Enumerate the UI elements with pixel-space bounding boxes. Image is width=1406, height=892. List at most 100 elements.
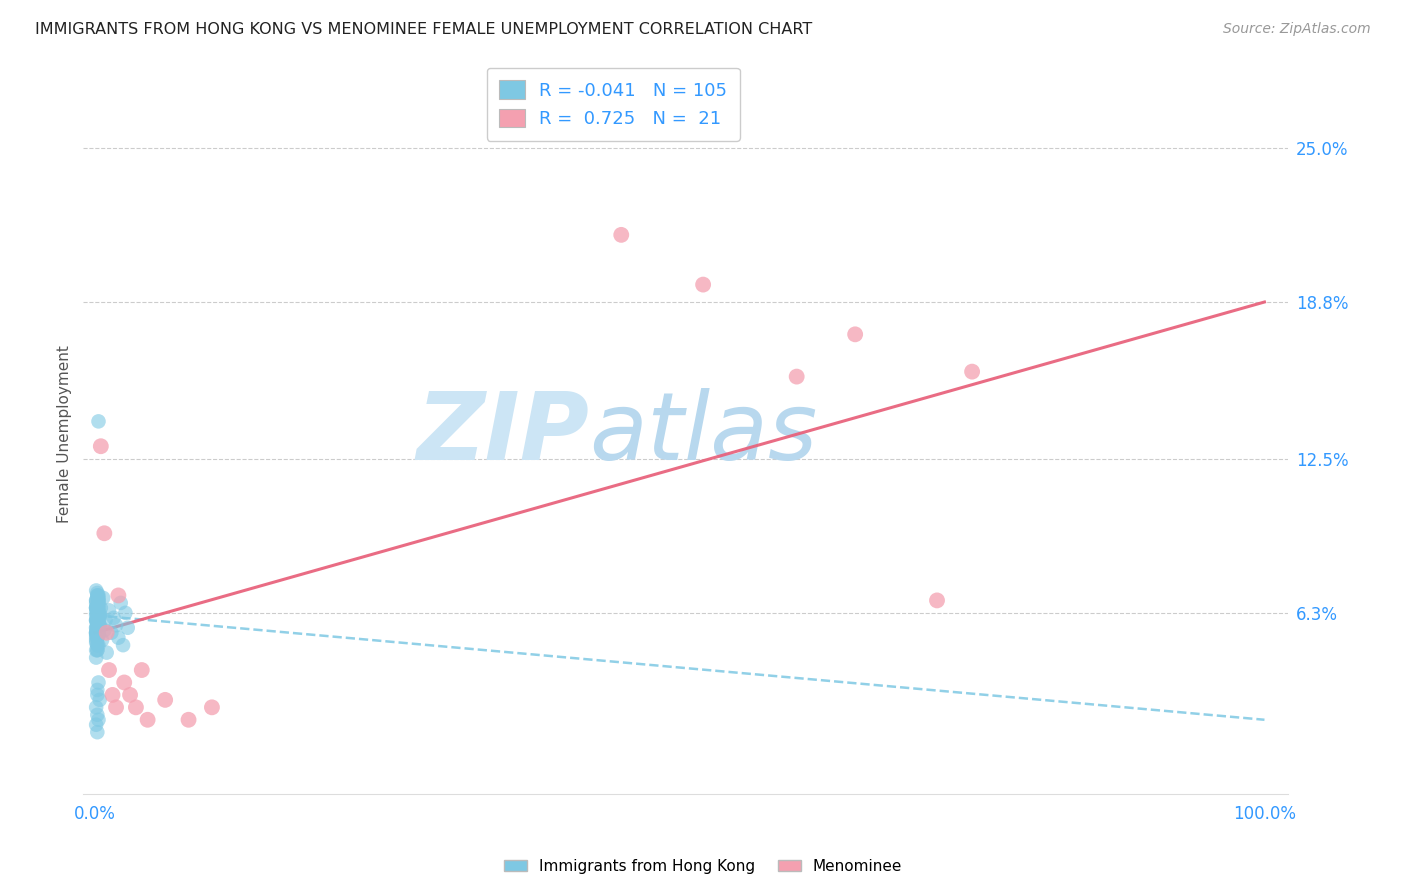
Text: ZIP: ZIP (416, 388, 589, 480)
Point (86, 613, 108, 627)
Point (84, 628, 107, 642)
Point (84, 613, 107, 627)
Point (86, 606, 108, 620)
Point (91, 591, 114, 605)
Point (87, 675, 110, 690)
Point (84, 583, 107, 598)
Point (136, 713, 159, 727)
Point (89, 611, 111, 625)
Point (86, 682, 108, 697)
Point (105, 700, 128, 714)
Point (86, 618, 108, 632)
Point (87, 618, 110, 632)
Text: Source: ZipAtlas.com: Source: ZipAtlas.com (1223, 22, 1371, 37)
Point (86, 628, 108, 642)
Point (84, 600, 107, 615)
Point (84, 596, 107, 610)
Point (86, 643, 108, 657)
Point (86, 643, 108, 657)
Point (86, 586, 108, 600)
Point (84, 643, 107, 657)
Point (84, 613, 107, 627)
Point (84, 621, 107, 635)
Point (84, 650, 107, 665)
Point (89, 618, 111, 632)
Point (86, 615, 108, 630)
Point (84, 608, 107, 623)
Point (86, 603, 108, 617)
Point (610, 227, 633, 242)
Point (84, 613, 107, 627)
Point (90, 439, 112, 453)
Point (86, 606, 108, 620)
Point (91, 633, 114, 648)
Point (98, 663, 121, 677)
Point (84, 700, 107, 714)
Point (87, 593, 110, 607)
Point (84, 635, 107, 649)
Point (86, 688, 108, 702)
Point (84, 593, 107, 607)
Point (107, 631, 129, 645)
Point (107, 589, 129, 603)
Point (86, 589, 108, 603)
Point (84, 600, 107, 615)
Point (87, 414, 110, 428)
Point (84, 633, 107, 648)
Point (89, 606, 111, 620)
Point (98, 603, 121, 617)
Point (86, 631, 108, 645)
Point (86, 613, 108, 627)
Point (90, 600, 112, 615)
Point (96, 646, 118, 660)
Point (87, 596, 110, 610)
Point (87, 625, 110, 640)
Point (131, 663, 153, 677)
Point (86, 638, 108, 652)
Point (84, 621, 107, 635)
Point (96, 625, 118, 640)
Point (93, 526, 115, 541)
Point (112, 675, 135, 690)
Point (86, 631, 108, 645)
Point (114, 606, 136, 620)
Point (86, 707, 108, 722)
Point (86, 599, 108, 613)
Point (86, 589, 108, 603)
Point (87, 621, 110, 635)
Point (103, 611, 125, 625)
Point (86, 621, 108, 635)
Legend: R = -0.041   N = 105, R =  0.725   N =  21: R = -0.041 N = 105, R = 0.725 N = 21 (486, 68, 740, 141)
Point (84, 593, 107, 607)
Point (86, 618, 108, 632)
Point (86, 625, 108, 640)
Point (86, 625, 108, 640)
Point (177, 713, 200, 727)
Point (153, 693, 176, 707)
Point (87, 593, 110, 607)
Point (117, 621, 139, 635)
Point (87, 599, 110, 613)
Point (101, 688, 124, 702)
Point (86, 618, 108, 632)
Point (112, 638, 135, 652)
Point (786, 369, 808, 384)
Point (110, 596, 132, 610)
Point (86, 611, 108, 625)
Point (87, 600, 110, 615)
Point (201, 700, 224, 714)
Point (87, 625, 110, 640)
Text: IMMIGRANTS FROM HONG KONG VS MENOMINEE FEMALE UNEMPLOYMENT CORRELATION CHART: IMMIGRANTS FROM HONG KONG VS MENOMINEE F… (35, 22, 813, 37)
Point (86, 606, 108, 620)
Point (89, 618, 111, 632)
Point (89, 608, 111, 623)
Point (87, 615, 110, 630)
Point (84, 600, 107, 615)
Point (84, 625, 107, 640)
Point (86, 611, 108, 625)
Point (87, 624, 110, 638)
Point (93, 624, 115, 638)
Point (89, 693, 111, 707)
Point (86, 603, 108, 617)
Point (89, 608, 111, 623)
